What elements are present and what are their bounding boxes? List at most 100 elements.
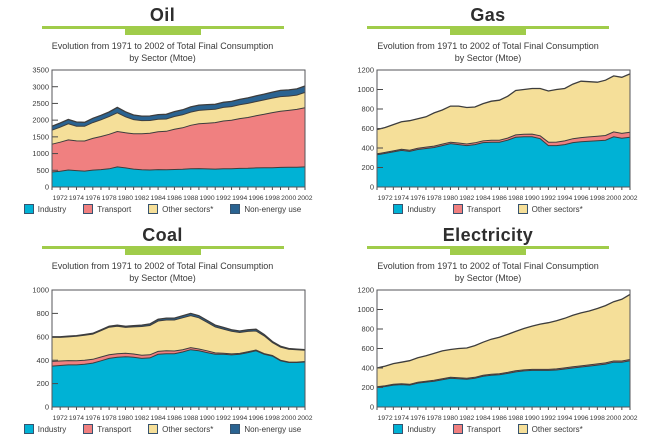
svg-text:1982: 1982 <box>134 195 149 202</box>
svg-text:1984: 1984 <box>476 415 491 422</box>
svg-text:1972: 1972 <box>378 195 393 202</box>
legend-swatch <box>83 424 94 435</box>
svg-text:1980: 1980 <box>443 195 458 202</box>
svg-text:1996: 1996 <box>248 415 263 422</box>
svg-text:1982: 1982 <box>459 415 474 422</box>
svg-text:1974: 1974 <box>394 195 409 202</box>
svg-text:0: 0 <box>44 403 48 412</box>
svg-text:1974: 1974 <box>68 415 83 422</box>
svg-text:600: 600 <box>36 333 49 342</box>
legend-label: Industry <box>407 424 436 434</box>
svg-text:1998: 1998 <box>590 195 605 202</box>
chart-subtitle-line2: by Sector (Mtoe) <box>454 272 522 283</box>
chart-subtitle: Evolution from 1971 to 2002 of Total Fin… <box>0 41 325 64</box>
chart-subtitle-line1: Evolution from 1971 to 2002 of Total Fin… <box>377 41 599 51</box>
svg-text:1988: 1988 <box>183 415 198 422</box>
legend-label: Other sectors* <box>531 424 583 434</box>
svg-text:1992: 1992 <box>541 415 556 422</box>
svg-text:2500: 2500 <box>32 99 49 108</box>
svg-text:1994: 1994 <box>557 195 572 202</box>
legend-swatch <box>452 424 463 435</box>
svg-text:2000: 2000 <box>606 195 621 202</box>
svg-text:200: 200 <box>361 163 374 172</box>
svg-text:1992: 1992 <box>215 195 230 202</box>
legend-label: Other sectors* <box>162 424 214 434</box>
chart-panel-coal: Coal Evolution from 1971 to 2002 of Tota… <box>0 220 325 440</box>
svg-text:1978: 1978 <box>427 415 442 422</box>
svg-text:1986: 1986 <box>166 195 181 202</box>
svg-text:1994: 1994 <box>232 195 247 202</box>
underline-center-block <box>124 246 201 255</box>
legend-swatch <box>393 204 404 215</box>
legend-item: Industry <box>23 204 66 215</box>
svg-text:3500: 3500 <box>32 66 49 75</box>
svg-text:1994: 1994 <box>557 415 572 422</box>
svg-text:500: 500 <box>36 166 49 175</box>
chart-legend-oil: Industry Transport Other sectors* Non-energ… <box>0 204 325 215</box>
legend-swatch <box>230 424 241 435</box>
svg-text:400: 400 <box>361 144 374 153</box>
svg-text:1998: 1998 <box>264 415 279 422</box>
legend-item: Transport <box>83 424 131 435</box>
svg-text:1976: 1976 <box>85 415 100 422</box>
svg-text:2000: 2000 <box>281 195 296 202</box>
legend-item: Industry <box>393 424 436 435</box>
svg-text:1980: 1980 <box>443 415 458 422</box>
legend-item: Non-energy use <box>230 424 301 435</box>
svg-text:1974: 1974 <box>394 415 409 422</box>
svg-text:1000: 1000 <box>357 85 374 94</box>
svg-text:1992: 1992 <box>215 415 230 422</box>
svg-text:1982: 1982 <box>134 415 149 422</box>
legend-item: Industry <box>23 424 67 435</box>
chart-title-gas: Gas <box>470 5 506 25</box>
legend-item: Other sectors* <box>517 204 583 215</box>
chart-legend-coal: Industry Transport Other sectors* Non-energ… <box>0 424 325 435</box>
svg-text:1990: 1990 <box>525 415 540 422</box>
svg-text:2000: 2000 <box>606 415 621 422</box>
svg-text:1984: 1984 <box>476 195 491 202</box>
svg-text:800: 800 <box>36 309 49 318</box>
legend-item: Other sectors* <box>148 204 213 215</box>
svg-text:1974: 1974 <box>68 195 83 202</box>
svg-text:1986: 1986 <box>166 415 181 422</box>
svg-text:1978: 1978 <box>101 415 116 422</box>
svg-text:1500: 1500 <box>32 133 49 142</box>
svg-text:200: 200 <box>361 383 374 392</box>
svg-text:1994: 1994 <box>232 415 247 422</box>
underline-center-block <box>124 26 201 35</box>
legend-swatch <box>517 204 528 215</box>
legend-label: Transport <box>466 204 501 214</box>
svg-text:1986: 1986 <box>492 195 507 202</box>
chart-subtitle-line1: Evolution from 1971 to 2002 of Total Fin… <box>51 41 274 51</box>
chart-legend-gas: Industry Transport Other sectors* <box>325 204 651 215</box>
svg-text:400: 400 <box>36 356 49 365</box>
svg-text:1990: 1990 <box>199 195 214 202</box>
chart-subtitle: Evolution from 1971 to 2002 of Total Fin… <box>325 261 651 284</box>
legend-swatch <box>148 424 159 435</box>
svg-text:800: 800 <box>361 105 374 114</box>
legend-item: Non-energy use <box>230 204 302 215</box>
chart-title-electricity: Electricity <box>442 225 534 245</box>
title-underline <box>41 246 284 255</box>
svg-text:2002: 2002 <box>622 415 637 422</box>
svg-text:1976: 1976 <box>410 195 425 202</box>
chart-subtitle: Evolution from 1971 to 2002 of Total Fin… <box>325 41 651 64</box>
svg-text:1988: 1988 <box>183 195 198 202</box>
legend-label: Non-energy use <box>244 204 302 214</box>
chart-subtitle: Evolution from 1971 to 2002 of Total Fin… <box>0 261 325 284</box>
legend-swatch <box>517 424 528 435</box>
svg-text:1990: 1990 <box>199 415 214 422</box>
svg-text:1988: 1988 <box>508 195 523 202</box>
svg-text:1976: 1976 <box>410 415 425 422</box>
legend-item: Transport <box>83 204 131 215</box>
svg-text:3000: 3000 <box>32 83 49 92</box>
legend-label: Industry <box>37 424 67 434</box>
title-underline <box>41 26 284 35</box>
svg-text:1996: 1996 <box>573 195 588 202</box>
svg-text:1998: 1998 <box>264 195 279 202</box>
svg-text:1996: 1996 <box>248 195 263 202</box>
svg-text:2002: 2002 <box>297 415 312 422</box>
svg-text:2000: 2000 <box>281 415 296 422</box>
